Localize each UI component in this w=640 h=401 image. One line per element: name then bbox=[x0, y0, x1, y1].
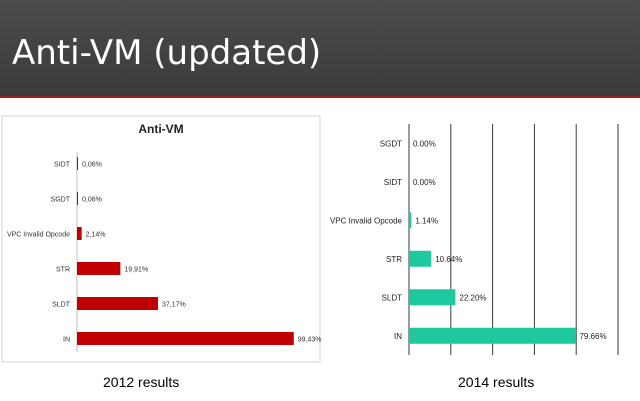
chart-2012-data-label: 0,06% bbox=[82, 197, 102, 204]
chart-2012: Anti-VM SIDT 0,06% SGDT 0,06% VPC Invalid Opc… bbox=[0, 114, 322, 364]
chart-2014-category-label: VPC Invalid Opcode bbox=[330, 216, 403, 225]
chart-2012-category-label: VPC Invalid Opcode bbox=[7, 232, 70, 239]
chart-2012-data-label: 37,17% bbox=[162, 302, 186, 309]
caption-2014: 2014 results bbox=[458, 374, 535, 390]
title-bar: Anti-VM (updated) bbox=[0, 0, 640, 98]
chart-2012-bar bbox=[77, 297, 159, 310]
chart-2012-data-label: 99,43% bbox=[298, 337, 322, 344]
chart-2014-data-label: 1.14% bbox=[415, 216, 438, 225]
chart-2014-category-label: STR bbox=[386, 255, 402, 264]
chart-2014-bar bbox=[409, 250, 432, 267]
chart-2012-data-label: 19,91% bbox=[124, 267, 148, 274]
chart-2012-data-label: 0,06% bbox=[82, 162, 102, 169]
chart-2012-category-label: IN bbox=[63, 337, 70, 344]
chart-2014-data-label: 0.00% bbox=[413, 139, 436, 148]
chart-2014-bar bbox=[409, 212, 412, 229]
chart-2014-data-label: 0.00% bbox=[413, 178, 436, 187]
chart-2012-category-label: SGDT bbox=[51, 197, 71, 204]
chart-2012-category-label: SIDT bbox=[54, 162, 71, 169]
chart-2012-category-label: STR bbox=[56, 267, 70, 274]
chart-2012-data-label: 2,14% bbox=[86, 232, 106, 239]
chart-2014-category-label: SLDT bbox=[382, 293, 403, 302]
chart-2014-bar bbox=[409, 289, 456, 306]
chart-2014-data-label: 10.64% bbox=[435, 255, 462, 264]
chart-2014-category-label: SGDT bbox=[380, 139, 402, 148]
chart-2012-bar bbox=[77, 262, 121, 275]
chart-2012-bar bbox=[77, 192, 78, 205]
chart-2014: SGDT 0.00% SIDT 0.00% VPC Invalid Opcode 1.14… bbox=[330, 118, 640, 358]
chart-2014-svg: SGDT 0.00% SIDT 0.00% VPC Invalid Opcode 1.14… bbox=[330, 124, 619, 355]
chart-2012-bar bbox=[77, 332, 294, 345]
chart-2012-category-label: SLDT bbox=[52, 302, 71, 309]
caption-2012: 2012 results bbox=[103, 374, 180, 390]
chart-2012-svg: Anti-VM SIDT 0,06% SGDT 0,06% VPC Invalid Opc… bbox=[1, 115, 322, 363]
chart-2014-bar bbox=[409, 327, 576, 344]
chart-2014-category-label: IN bbox=[394, 332, 402, 341]
chart-2014-category-label: SIDT bbox=[384, 178, 402, 187]
chart-2012-frame bbox=[1, 115, 321, 363]
chart-2012-bar bbox=[77, 227, 82, 240]
chart-2012-title: Anti-VM bbox=[138, 122, 183, 136]
chart-2014-data-label: 22.20% bbox=[459, 293, 486, 302]
chart-2014-data-label: 79.66% bbox=[579, 332, 606, 341]
slide-title: Anti-VM (updated) bbox=[12, 33, 322, 73]
chart-2012-bar bbox=[77, 157, 78, 170]
